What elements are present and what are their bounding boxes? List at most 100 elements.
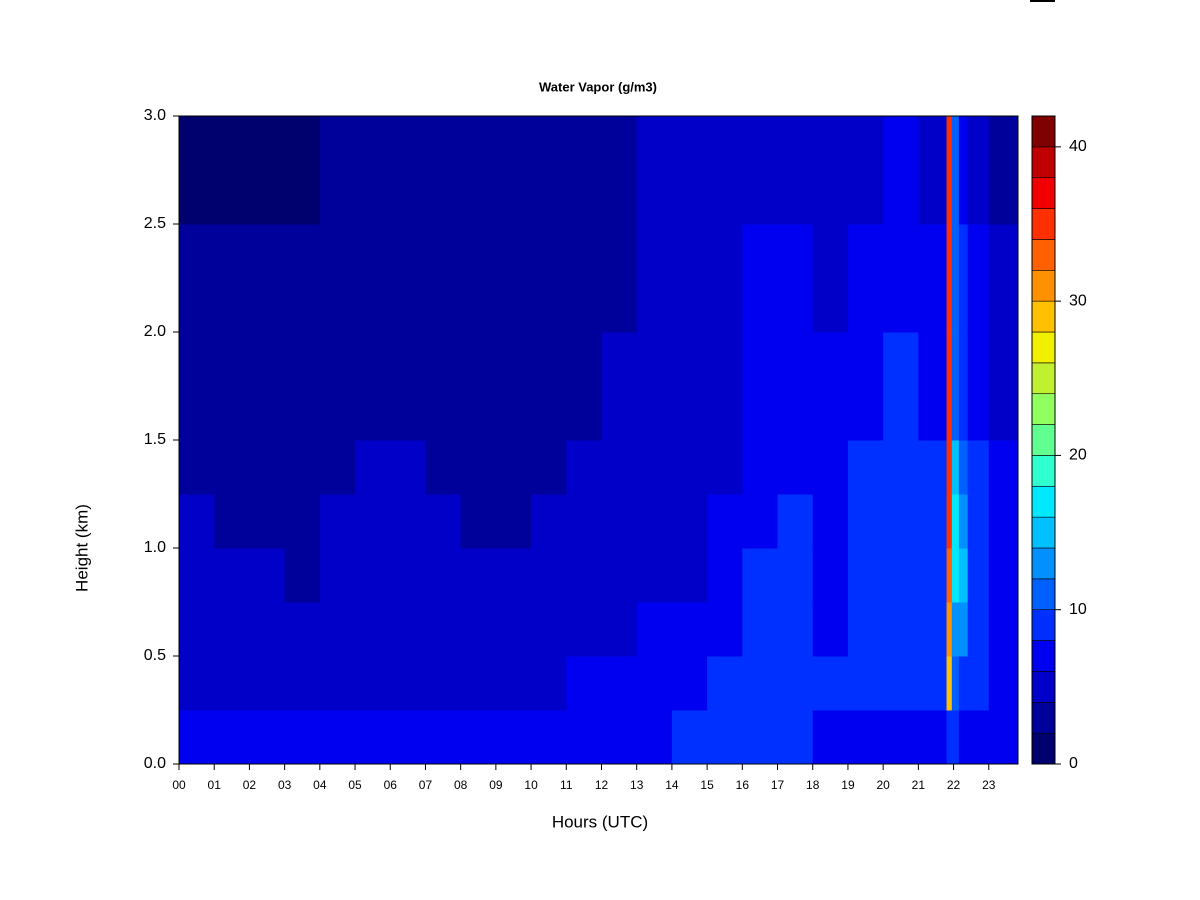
- heat-cell: [179, 224, 215, 333]
- heat-cell: [847, 710, 884, 765]
- heat-cell: [249, 116, 286, 225]
- heat-cell: [967, 332, 990, 441]
- heat-cell: [319, 548, 356, 603]
- heat-cell: [958, 710, 969, 765]
- heat-cell: [249, 494, 286, 549]
- heat-cell: [707, 656, 743, 711]
- heat-cell: [918, 224, 948, 333]
- y-tick-label: 1.0: [144, 539, 166, 556]
- heat-cell: [319, 494, 356, 549]
- y-tick-label: 1.5: [144, 431, 166, 448]
- x-tick-label: 15: [700, 778, 714, 792]
- heat-cell: [742, 440, 779, 495]
- heat-cell: [707, 116, 743, 225]
- x-tick-label: 21: [912, 778, 926, 792]
- heat-cell: [777, 548, 814, 603]
- heat-cell: [918, 656, 948, 711]
- heat-cell: [425, 332, 462, 441]
- x-tick-label: 22: [947, 778, 961, 792]
- colorbar-tick-label: 0: [1069, 755, 1078, 772]
- heat-cell: [601, 548, 638, 603]
- corner-mark: [1030, 0, 1055, 2]
- heat-cell: [777, 116, 814, 225]
- heat-cell: [951, 332, 960, 441]
- heat-cell: [883, 116, 919, 225]
- y-tick-label: 3.0: [144, 107, 166, 124]
- heat-cell: [566, 494, 602, 549]
- heat-cell: [812, 710, 849, 765]
- heat-cell: [460, 494, 497, 549]
- heat-cell: [601, 440, 638, 495]
- x-tick-label: 16: [736, 778, 750, 792]
- heat-cell: [460, 224, 497, 333]
- heat-cell: [967, 224, 990, 333]
- heat-cell: [883, 332, 919, 441]
- heat-cell: [601, 656, 638, 711]
- heat-cell: [495, 440, 532, 495]
- heat-cell: [812, 332, 849, 441]
- heat-cell: [601, 602, 638, 657]
- heat-cell: [883, 656, 919, 711]
- heat-cell: [812, 116, 849, 225]
- heat-cell: [967, 116, 990, 225]
- heat-cell: [249, 224, 286, 333]
- heat-cell: [671, 440, 708, 495]
- heat-cell: [249, 602, 286, 657]
- heat-cell: [460, 710, 497, 765]
- heat-cell: [214, 710, 250, 765]
- heat-cell: [460, 602, 497, 657]
- heat-cell: [707, 602, 743, 657]
- heat-cell: [355, 548, 391, 603]
- x-tick-label: 05: [348, 778, 362, 792]
- heat-cell: [566, 440, 602, 495]
- heat-cell: [390, 602, 426, 657]
- heat-cell: [946, 440, 953, 495]
- heat-cell: [958, 656, 969, 711]
- colorbar-segment: [1031, 393, 1056, 425]
- colorbar-tick-label: 20: [1069, 447, 1087, 464]
- heat-cell: [319, 710, 356, 765]
- colorbar-segment: [1031, 547, 1056, 580]
- heat-cell: [355, 440, 391, 495]
- heat-cell: [946, 602, 953, 657]
- heat-cell: [812, 656, 849, 711]
- colorbar-segment: [1031, 331, 1056, 364]
- heat-cell: [812, 224, 849, 333]
- heat-cell: [566, 224, 602, 333]
- heat-cell: [284, 116, 321, 225]
- heat-cell: [812, 440, 849, 495]
- heat-cell: [601, 494, 638, 549]
- heat-cell: [636, 224, 673, 333]
- heat-cell: [355, 710, 391, 765]
- heat-cell: [214, 602, 250, 657]
- heat-cell: [460, 440, 497, 495]
- heat-cell: [671, 548, 708, 603]
- heat-cell: [601, 332, 638, 441]
- heat-cell: [742, 656, 779, 711]
- heat-cell: [531, 116, 567, 225]
- heat-cell: [777, 710, 814, 765]
- heat-cell: [967, 602, 990, 657]
- x-tick-label: 12: [595, 778, 609, 792]
- colorbar-segment: [1031, 455, 1056, 487]
- heat-cell: [671, 710, 708, 765]
- heat-cell: [179, 332, 215, 441]
- colorbar-segment: [1031, 146, 1056, 179]
- x-tick-label: 01: [208, 778, 222, 792]
- heat-cell: [847, 332, 884, 441]
- heat-cell: [495, 332, 532, 441]
- y-tick-label: 2.5: [144, 215, 166, 232]
- heat-cell: [707, 440, 743, 495]
- heat-cell: [531, 224, 567, 333]
- heat-cell: [671, 494, 708, 549]
- heat-cell: [319, 656, 356, 711]
- heat-cell: [179, 602, 215, 657]
- heat-cell: [425, 224, 462, 333]
- heat-cell: [951, 116, 960, 225]
- heat-cell: [636, 440, 673, 495]
- heat-cell: [425, 116, 462, 225]
- heat-cell: [777, 332, 814, 441]
- x-tick-label: 19: [841, 778, 855, 792]
- heat-cell: [531, 602, 567, 657]
- x-tick-label: 07: [419, 778, 433, 792]
